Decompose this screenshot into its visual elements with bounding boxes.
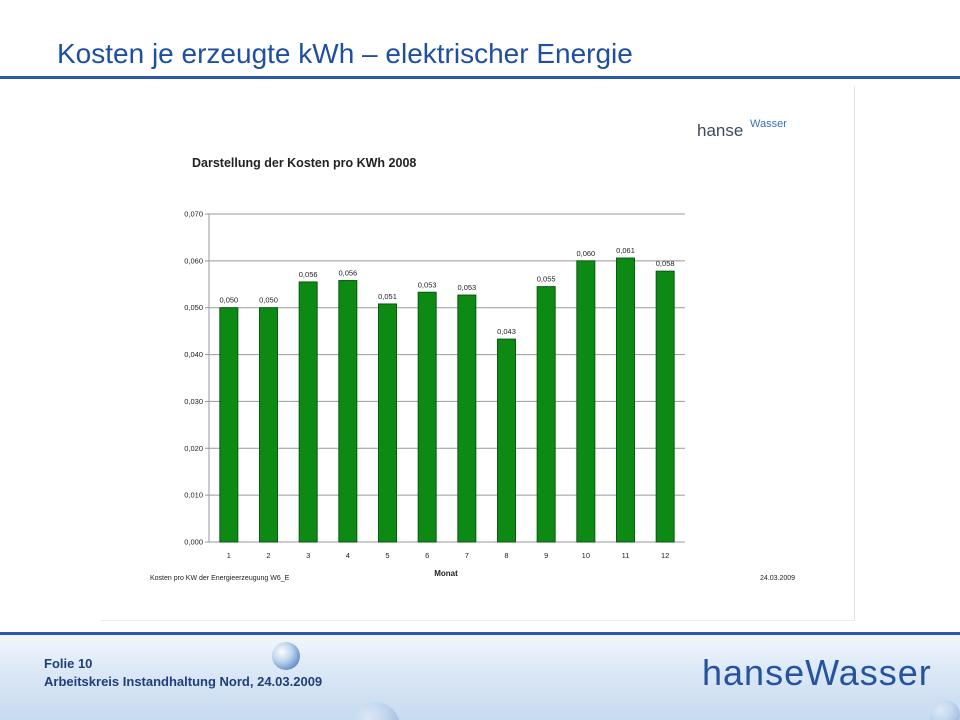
chart-caption: Kosten pro KW der Energieerzeugung W6_E — [150, 575, 290, 582]
y-tick-label: 0,010 — [184, 491, 203, 500]
chart-panel: 0,000 0,010 0,020 0,030 0,040 0,050 0,060 0,070… — [100, 86, 855, 621]
x-tick-label: 3 — [306, 551, 310, 560]
chart-title: Darstellung der Kosten pro KWh 2008 — [192, 156, 416, 170]
x-tick-labels: 1 2 3 4 5 6 7 8 9 10 11 12 — [227, 551, 670, 560]
chart-date: 24.03.2009 — [760, 575, 795, 582]
x-tick-label: 10 — [582, 551, 590, 560]
x-tick-label: 9 — [544, 551, 548, 560]
x-tick-label: 12 — [661, 551, 669, 560]
y-tick-label: 0,030 — [184, 397, 203, 406]
bar-value-label: 0,056 — [338, 269, 357, 278]
x-tick-label: 8 — [504, 551, 508, 560]
bubble-icon — [930, 700, 960, 720]
bar-month-10 — [576, 260, 596, 543]
bar-month-12 — [655, 270, 675, 543]
value-labels: 0,050 0,050 0,056 0,056 0,051 0,053 0,053 0,043… — [219, 246, 674, 336]
bar-value-label: 0,056 — [299, 270, 318, 279]
x-tick-label: 2 — [266, 551, 270, 560]
slide-title: Kosten je erzeugte kWh – elektrischer En… — [57, 38, 633, 69]
bar-value-label: 0,058 — [656, 259, 675, 268]
bar-value-label: 0,055 — [537, 275, 556, 284]
bar-month-11 — [616, 257, 635, 543]
y-tick-label: 0,050 — [184, 303, 203, 312]
bubble-icon — [350, 702, 400, 720]
x-tick-label: 11 — [622, 551, 630, 560]
y-tick-labels: 0,000 0,010 0,020 0,030 0,040 0,050 0,060 0,070 — [184, 210, 203, 547]
bars — [219, 257, 675, 543]
y-tick-label: 0,000 — [184, 538, 203, 547]
y-tick-label: 0,020 — [184, 444, 203, 453]
x-tick-label: 5 — [385, 551, 389, 560]
title-divider — [0, 76, 960, 79]
footer-logo: hanseWasser — [702, 652, 932, 693]
bar-value-label: 0,053 — [457, 283, 476, 292]
bar-value-label: 0,050 — [219, 296, 238, 305]
footer-slide-number: Folie 10 — [44, 656, 93, 671]
footer-divider — [0, 632, 960, 635]
bar-month-8 — [497, 338, 516, 543]
bar-month-9 — [536, 286, 556, 543]
bar-chart: 0,000 0,010 0,020 0,030 0,040 0,050 0,060 0,070… — [150, 118, 795, 582]
bar-value-label: 0,061 — [616, 246, 635, 255]
bar-value-label: 0,043 — [497, 327, 516, 336]
footer: Folie 10 Arbeitskreis Instandhaltung Nor… — [0, 632, 960, 720]
bar-value-label: 0,051 — [378, 292, 397, 301]
inner-logo-hanse: hanse — [697, 121, 743, 140]
bar-month-6 — [417, 291, 437, 543]
x-tick-label: 7 — [465, 551, 469, 560]
x-tick-label: 4 — [346, 551, 350, 560]
x-tick-label: 1 — [227, 551, 231, 560]
grid-lines — [205, 213, 685, 543]
bubble-icon — [272, 642, 300, 670]
y-tick-label: 0,040 — [184, 350, 203, 359]
y-tick-label: 0,060 — [184, 256, 203, 265]
bar-value-label: 0,060 — [576, 249, 595, 258]
bar-month-3 — [298, 281, 318, 543]
bar-month-5 — [378, 303, 397, 543]
bar-month-1 — [219, 307, 239, 543]
y-tick-label: 0,070 — [184, 210, 203, 219]
x-tick-label: 6 — [425, 551, 429, 560]
bar-value-label: 0,050 — [259, 296, 278, 305]
bar-value-label: 0,053 — [418, 280, 437, 289]
inner-logo-wasser: Wasser — [750, 118, 787, 130]
bar-month-4 — [338, 280, 358, 543]
footer-event: Arbeitskreis Instandhaltung Nord, 24.03.… — [44, 674, 323, 689]
x-axis-label: Monat — [434, 569, 458, 578]
bar-month-2 — [259, 307, 278, 543]
bar-month-7 — [457, 294, 477, 543]
